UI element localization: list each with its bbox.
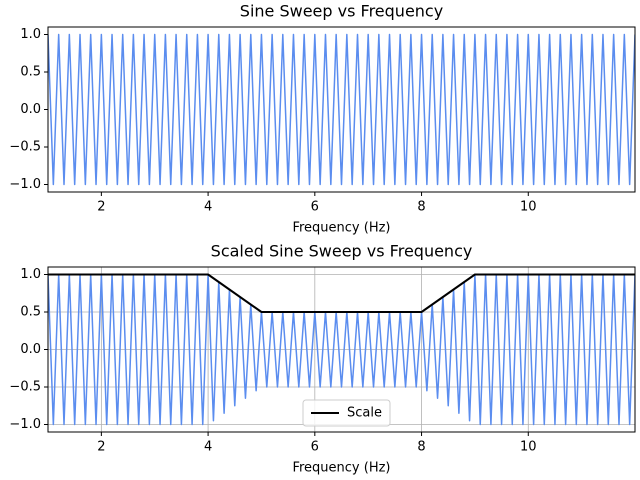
- signal-line: [48, 273, 635, 426]
- x-tick-label: 4: [204, 440, 212, 455]
- subplot-title: Scaled Sine Sweep vs Frequency: [211, 242, 473, 261]
- y-tick-label: 0.0: [20, 342, 41, 357]
- y-tick-label: 1.0: [20, 27, 41, 42]
- scale-line: [48, 273, 635, 313]
- y-tick-label: 0.5: [20, 65, 41, 80]
- subplot-title: Sine Sweep vs Frequency: [240, 2, 443, 21]
- x-tick-label: 8: [417, 440, 425, 455]
- legend-label: Scale: [347, 406, 382, 421]
- axes-frame: [47, 266, 636, 433]
- x-tick-label: 2: [97, 200, 105, 215]
- legend-box: [302, 399, 391, 427]
- y-tick-label: −1.0: [9, 177, 41, 192]
- signal-line: [48, 33, 635, 186]
- y-tick-label: 0.0: [20, 102, 41, 117]
- x-tick-label: 6: [311, 200, 319, 215]
- x-tick-label: 10: [520, 200, 537, 215]
- x-axis-label: Frequency (Hz): [292, 221, 390, 236]
- x-tick-label: 10: [520, 440, 537, 455]
- x-tick-label: 4: [204, 200, 212, 215]
- x-tick-label: 8: [417, 200, 425, 215]
- axes-frame: [47, 26, 636, 193]
- y-tick-label: −0.5: [9, 140, 41, 155]
- plot-area: [48, 273, 635, 426]
- y-tick-label: 0.5: [20, 305, 41, 320]
- plot-area: [48, 33, 635, 186]
- x-tick-label: 2: [97, 440, 105, 455]
- y-tick-label: −1.0: [9, 417, 41, 432]
- y-tick-label: −0.5: [9, 380, 41, 395]
- y-tick-label: 1.0: [20, 267, 41, 282]
- x-axis-label: Frequency (Hz): [292, 461, 390, 476]
- x-tick-label: 6: [311, 440, 319, 455]
- legend: Scale: [302, 399, 391, 427]
